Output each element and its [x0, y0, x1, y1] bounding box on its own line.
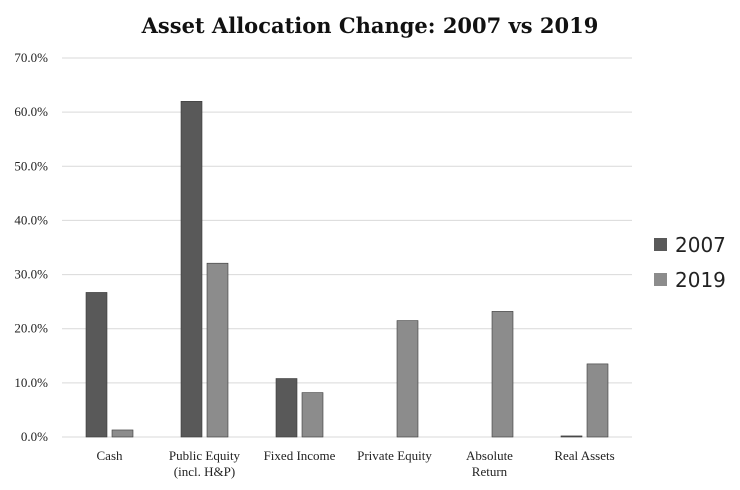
- y-tick-label: 0.0%: [21, 429, 48, 444]
- bar-2019-3: [396, 320, 419, 438]
- bar-2019-4: [491, 311, 514, 438]
- x-category-label: (incl. H&P): [174, 464, 235, 479]
- x-category-label: Real Assets: [554, 448, 614, 463]
- chart-title: Asset Allocation Change: 2007 vs 2019: [141, 13, 599, 38]
- legend: 2007 2019: [654, 233, 726, 292]
- legend-swatch-2019: [654, 273, 667, 286]
- bar-2007-2: [275, 378, 298, 438]
- x-axis-categories: Cash Public Equity(incl. H&P) Fixed Income…: [97, 448, 615, 479]
- bar-2007-1: [180, 101, 203, 438]
- legend-swatch-2007: [654, 238, 667, 251]
- x-category-label: Cash: [97, 448, 124, 463]
- x-category-label: Absolute: [466, 448, 513, 463]
- bar-2019-0: [111, 429, 134, 438]
- y-tick-label: 30.0%: [14, 267, 48, 282]
- x-category-label: Fixed Income: [264, 448, 336, 463]
- bars: [85, 101, 609, 438]
- legend-label: 2019: [675, 268, 726, 292]
- legend-label: 2007: [675, 233, 726, 257]
- y-tick-label: 50.0%: [14, 158, 48, 173]
- bar-2007-5: [560, 435, 583, 438]
- y-tick-label: 40.0%: [14, 212, 48, 227]
- y-tick-label: 70.0%: [14, 50, 48, 65]
- y-axis-ticks: 0.0% 10.0% 20.0% 30.0% 40.0% 50.0% 60.0% 70.0%: [14, 50, 48, 444]
- x-category-label: Private Equity: [357, 448, 432, 463]
- y-tick-label: 60.0%: [14, 104, 48, 119]
- x-category-label: Public Equity: [169, 448, 241, 463]
- bar-2019-1: [206, 262, 229, 438]
- bar-2019-5: [586, 363, 609, 438]
- y-tick-label: 10.0%: [14, 375, 48, 390]
- y-tick-label: 20.0%: [14, 321, 48, 336]
- bar-2007-0: [85, 292, 108, 438]
- x-category-label: Return: [472, 464, 508, 479]
- bar-2019-2: [301, 392, 324, 438]
- gridlines: [62, 57, 632, 438]
